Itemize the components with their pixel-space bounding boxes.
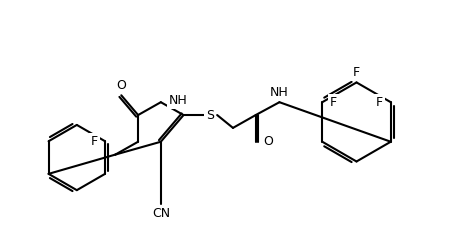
Text: F: F: [91, 135, 98, 148]
Text: CN: CN: [152, 207, 170, 220]
Text: S: S: [206, 109, 214, 122]
Text: F: F: [376, 96, 383, 109]
Text: O: O: [116, 79, 126, 92]
Text: NH: NH: [169, 94, 188, 107]
Text: O: O: [264, 135, 274, 148]
Text: NH: NH: [270, 86, 289, 99]
Text: F: F: [353, 66, 360, 79]
Text: F: F: [330, 96, 337, 109]
